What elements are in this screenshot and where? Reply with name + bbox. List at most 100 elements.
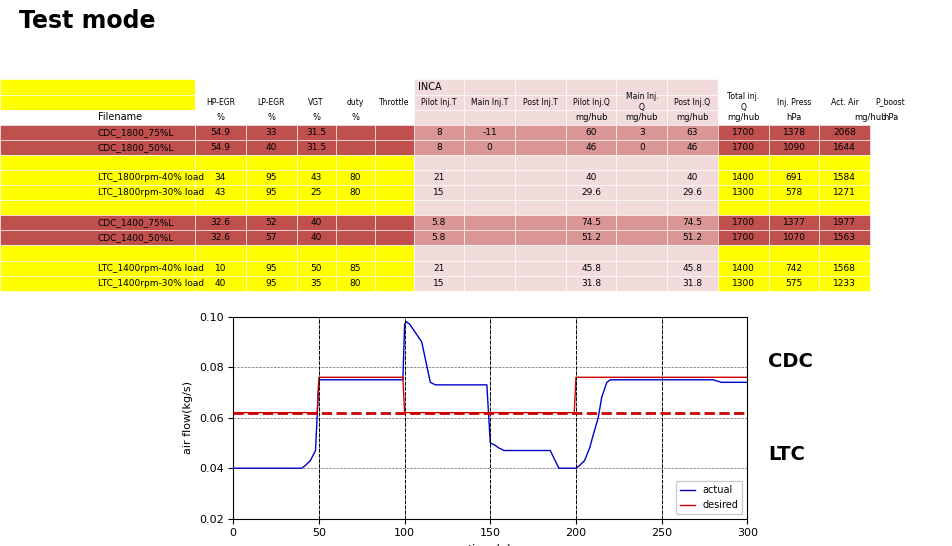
Bar <box>413 80 465 94</box>
Text: %: % <box>268 112 275 122</box>
Bar <box>246 170 296 185</box>
Bar <box>465 140 515 155</box>
Bar <box>820 185 870 200</box>
Bar <box>374 140 413 155</box>
Bar <box>667 94 718 110</box>
Text: 21: 21 <box>433 173 445 182</box>
Text: 5.8: 5.8 <box>432 233 446 242</box>
Text: %: % <box>312 112 320 122</box>
Bar <box>0 80 195 94</box>
Text: 34: 34 <box>215 173 227 182</box>
Bar <box>246 80 296 94</box>
Bar <box>515 155 565 170</box>
Bar <box>667 80 718 94</box>
Bar <box>465 124 515 140</box>
Bar <box>617 80 667 94</box>
Bar <box>768 80 820 94</box>
Bar <box>515 80 565 94</box>
Text: 0: 0 <box>639 143 645 152</box>
Bar <box>195 200 246 215</box>
Bar <box>565 80 617 94</box>
Text: hPa: hPa <box>883 112 898 122</box>
Text: 40: 40 <box>266 143 277 152</box>
Bar <box>667 245 718 260</box>
Bar <box>195 276 246 290</box>
Bar <box>565 124 617 140</box>
Text: Total inj.
Q: Total inj. Q <box>727 92 760 112</box>
Bar <box>768 170 820 185</box>
Bar <box>374 170 413 185</box>
Bar <box>465 170 515 185</box>
Text: CDC: CDC <box>768 352 813 371</box>
Bar <box>515 185 565 200</box>
Bar <box>0 260 195 276</box>
actual <box>228 465 239 471</box>
Bar <box>768 110 820 124</box>
Text: 1644: 1644 <box>833 143 856 152</box>
Text: 691: 691 <box>785 173 803 182</box>
Bar <box>413 155 465 170</box>
Bar <box>0 215 195 230</box>
Bar <box>296 110 335 124</box>
Bar <box>870 94 911 110</box>
Bar <box>465 215 515 230</box>
Text: 51.2: 51.2 <box>683 233 703 242</box>
Bar <box>820 80 870 94</box>
actual <box>502 447 513 454</box>
Bar <box>718 170 768 185</box>
actual <box>682 377 693 383</box>
Text: 85: 85 <box>349 264 361 272</box>
Bar <box>820 155 870 170</box>
actual <box>742 379 753 385</box>
Bar <box>565 140 617 155</box>
Bar <box>820 170 870 185</box>
Text: 1378: 1378 <box>783 128 805 137</box>
actual <box>401 318 412 325</box>
Bar <box>296 94 335 110</box>
Text: 43: 43 <box>310 173 322 182</box>
Bar <box>246 124 296 140</box>
Text: 40: 40 <box>310 233 322 242</box>
Text: 31.8: 31.8 <box>683 278 703 288</box>
Text: 32.6: 32.6 <box>210 233 230 242</box>
Bar <box>335 140 374 155</box>
Bar <box>465 245 515 260</box>
Bar <box>667 260 718 276</box>
Text: Post Inj.Q: Post Inj.Q <box>674 98 710 106</box>
desired <box>399 410 410 416</box>
Bar <box>413 200 465 215</box>
Bar <box>413 110 465 124</box>
Text: 1700: 1700 <box>732 218 755 227</box>
Text: 54.9: 54.9 <box>210 143 230 152</box>
Text: mg/hub: mg/hub <box>625 112 658 122</box>
Bar <box>617 200 667 215</box>
Bar <box>718 80 768 94</box>
Bar <box>374 215 413 230</box>
Bar <box>335 215 374 230</box>
Bar <box>565 260 617 276</box>
Text: CDC_1800_75%L: CDC_1800_75%L <box>97 128 174 137</box>
Text: VGT: VGT <box>308 98 324 106</box>
Text: mg/hub: mg/hub <box>727 112 760 122</box>
Text: Filename: Filename <box>97 112 142 122</box>
Bar <box>296 140 335 155</box>
Y-axis label: air flow(kg/s): air flow(kg/s) <box>183 381 193 454</box>
actual <box>553 465 565 471</box>
Bar <box>246 215 296 230</box>
Bar <box>718 245 768 260</box>
Text: 2068: 2068 <box>833 128 856 137</box>
Bar <box>870 110 911 124</box>
Text: 1300: 1300 <box>732 278 755 288</box>
Text: Pilot Inj.Q: Pilot Inj.Q <box>573 98 609 106</box>
Bar <box>465 200 515 215</box>
Bar <box>667 170 718 185</box>
Bar <box>296 215 335 230</box>
Bar <box>413 185 465 200</box>
desired <box>620 374 631 381</box>
Bar <box>820 215 870 230</box>
Bar <box>413 140 465 155</box>
Bar <box>246 94 296 110</box>
desired <box>313 374 325 381</box>
Text: LP-EGR: LP-EGR <box>257 98 285 106</box>
Bar <box>617 124 667 140</box>
